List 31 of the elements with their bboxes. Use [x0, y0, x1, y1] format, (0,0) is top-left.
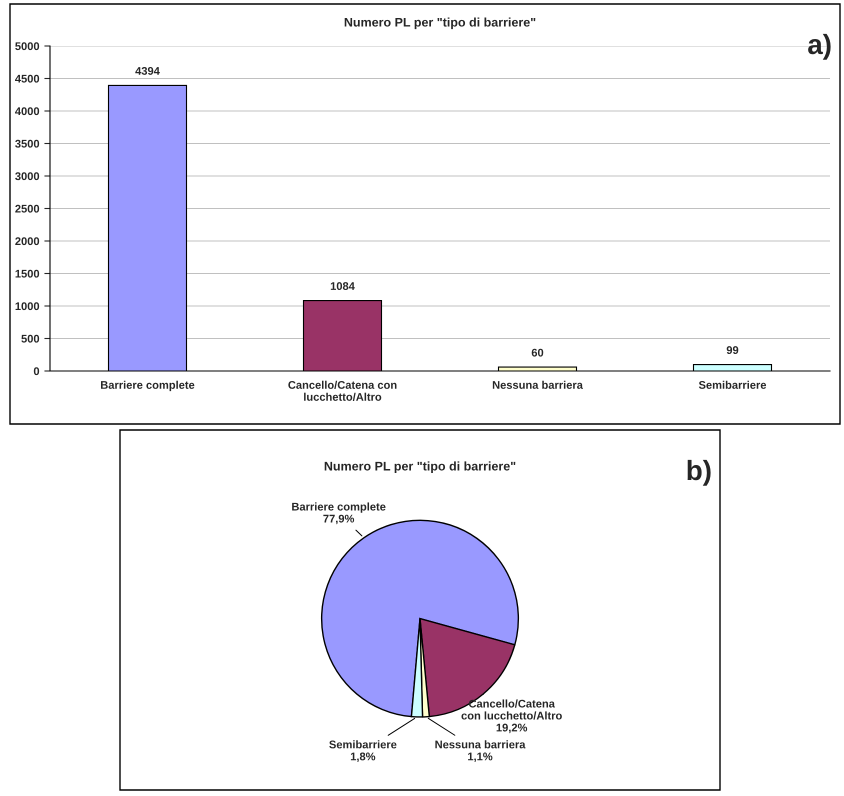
data-label: 60 [532, 348, 544, 357]
x-tick-label: Semibarriere [698, 380, 766, 389]
y-tick-label: 3500 [15, 140, 40, 148]
y-tick-label: 4500 [15, 74, 40, 83]
slice-label: Nessuna barriera [435, 740, 526, 748]
data-label: 4394 [135, 66, 160, 75]
y-tick-label: 1500 [16, 270, 40, 278]
data-label: 99 [726, 346, 738, 354]
y-tick-label: 4000 [15, 107, 40, 116]
data-label: 1,1% [468, 752, 492, 762]
data-label: 1,8% [350, 752, 376, 762]
y-tick-label: 0 [34, 367, 40, 376]
x-tick-label: Nessuna barriera [492, 380, 583, 389]
data-label: 19,2% [496, 724, 528, 734]
chart-title: Numero PL per "tipo di barriere" [324, 461, 516, 474]
y-tick-label: 2500 [15, 204, 40, 213]
y-tick-label: 3000 [15, 172, 40, 180]
data-label: 77,9% [323, 514, 354, 524]
text: b) [688, 460, 711, 486]
y-tick-label: 2000 [15, 237, 40, 246]
y-tick-label: 500 [21, 334, 40, 343]
y-tick-label: 5000 [15, 42, 40, 50]
annotation: a) [808, 34, 831, 60]
x-tick-label: Barriere complete [101, 380, 194, 392]
slice-label: Semibarriere [329, 740, 396, 748]
data-label: 1084 [330, 282, 355, 290]
slice-label: Cancello/Catena con lucchetto/Altro [461, 699, 562, 720]
slice-label: Barriere complete [292, 502, 386, 513]
y-tick-label: 1000 [16, 302, 40, 310]
x-tick-label: Cancello/Catena con lucchetto/Altro [288, 380, 396, 401]
chart-title: Numero PL per "tipo di barriere" [344, 17, 536, 30]
